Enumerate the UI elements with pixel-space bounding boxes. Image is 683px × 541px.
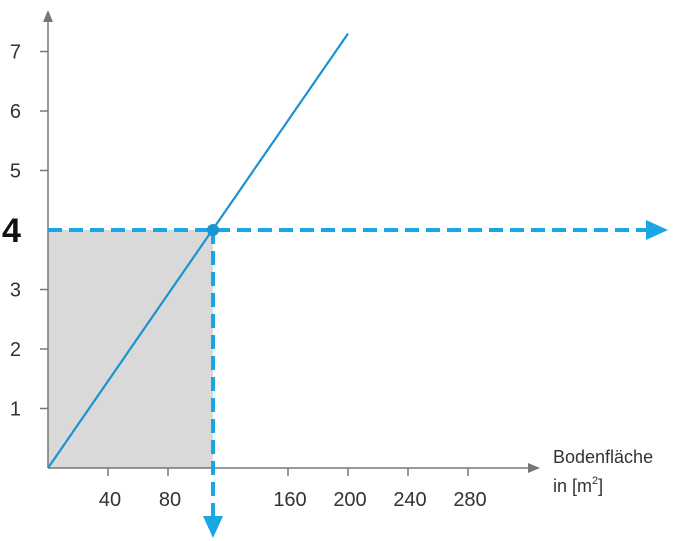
y-tick-label: 1 <box>10 399 21 421</box>
x-axis-title-unit-sup: 2 <box>592 475 598 487</box>
y-tick-label: 2 <box>10 339 21 361</box>
arrow-right-icon <box>646 220 668 240</box>
x-tick-label: 80 <box>159 489 181 511</box>
y-tick-label: 5 <box>10 161 21 183</box>
arrow-down-icon <box>203 516 223 538</box>
x-tick-label: 280 <box>453 489 486 511</box>
y-tick-label: 3 <box>10 280 21 302</box>
x-axis-title-line1: Bodenfläche <box>553 447 653 467</box>
highlight-y-label: 4 <box>2 212 21 250</box>
series-line <box>47 33 349 469</box>
y-tick-label: 7 <box>10 42 21 64</box>
x-axis-title: Bodenfläche in [m2] <box>553 447 658 496</box>
highlight-point <box>207 224 219 236</box>
y-axis-arrow-icon <box>43 10 53 22</box>
x-tick-label: 200 <box>333 489 366 511</box>
y-tick-label: 6 <box>10 101 21 123</box>
axes <box>43 10 540 473</box>
guides <box>48 220 668 538</box>
y-ticks: 1 2 3 5 6 7 <box>10 42 48 421</box>
x-tick-label: 40 <box>99 489 121 511</box>
x-axis-title-unit: in [m <box>553 476 592 496</box>
series-group <box>47 33 349 469</box>
x-ticks: 40 80 160 200 240 280 <box>99 468 487 511</box>
x-tick-label: 160 <box>273 489 306 511</box>
x-axis-arrow-icon <box>528 463 540 473</box>
x-axis-title-unit-end: ] <box>598 476 603 496</box>
x-tick-label: 240 <box>393 489 426 511</box>
